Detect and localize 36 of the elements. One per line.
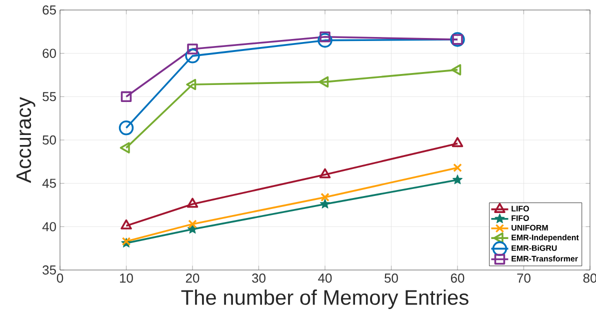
point [320, 198, 330, 208]
point [186, 198, 198, 208]
x-tick-label: 40 [318, 274, 332, 283]
x-tick-label: 50 [384, 274, 398, 283]
y-axis-title: Accuracy [16, 97, 36, 183]
point [452, 174, 463, 184]
point [320, 192, 330, 202]
point [453, 163, 462, 172]
point [118, 120, 134, 136]
y-tick-label: 35 [42, 265, 56, 275]
x-axis-title: The number of Memory Entries [181, 290, 468, 310]
x-tick-label: 10 [120, 274, 133, 283]
y-tick-label: 55 [42, 92, 56, 102]
x-tick-label: 70 [517, 274, 530, 283]
point [120, 219, 132, 230]
point [318, 76, 329, 88]
point [188, 220, 197, 228]
point [187, 44, 198, 54]
point [186, 78, 196, 90]
y-tick-label: 60 [42, 48, 56, 58]
point [452, 137, 464, 148]
point [451, 64, 462, 76]
point [120, 91, 132, 102]
y-tick-label: 45 [42, 178, 56, 188]
point [187, 224, 198, 234]
point [185, 48, 200, 64]
point [120, 142, 130, 154]
point [319, 168, 331, 178]
x-tick-label: 20 [186, 274, 200, 283]
point [318, 32, 332, 48]
x-tick-label: 60 [450, 274, 464, 283]
y-tick-label: 40 [42, 222, 56, 232]
y-tick-label: 65 [42, 5, 56, 15]
x-tick-label: 30 [252, 274, 266, 283]
y-tick-label: 50 [42, 135, 56, 145]
x-tick-label: 0 [56, 274, 64, 283]
